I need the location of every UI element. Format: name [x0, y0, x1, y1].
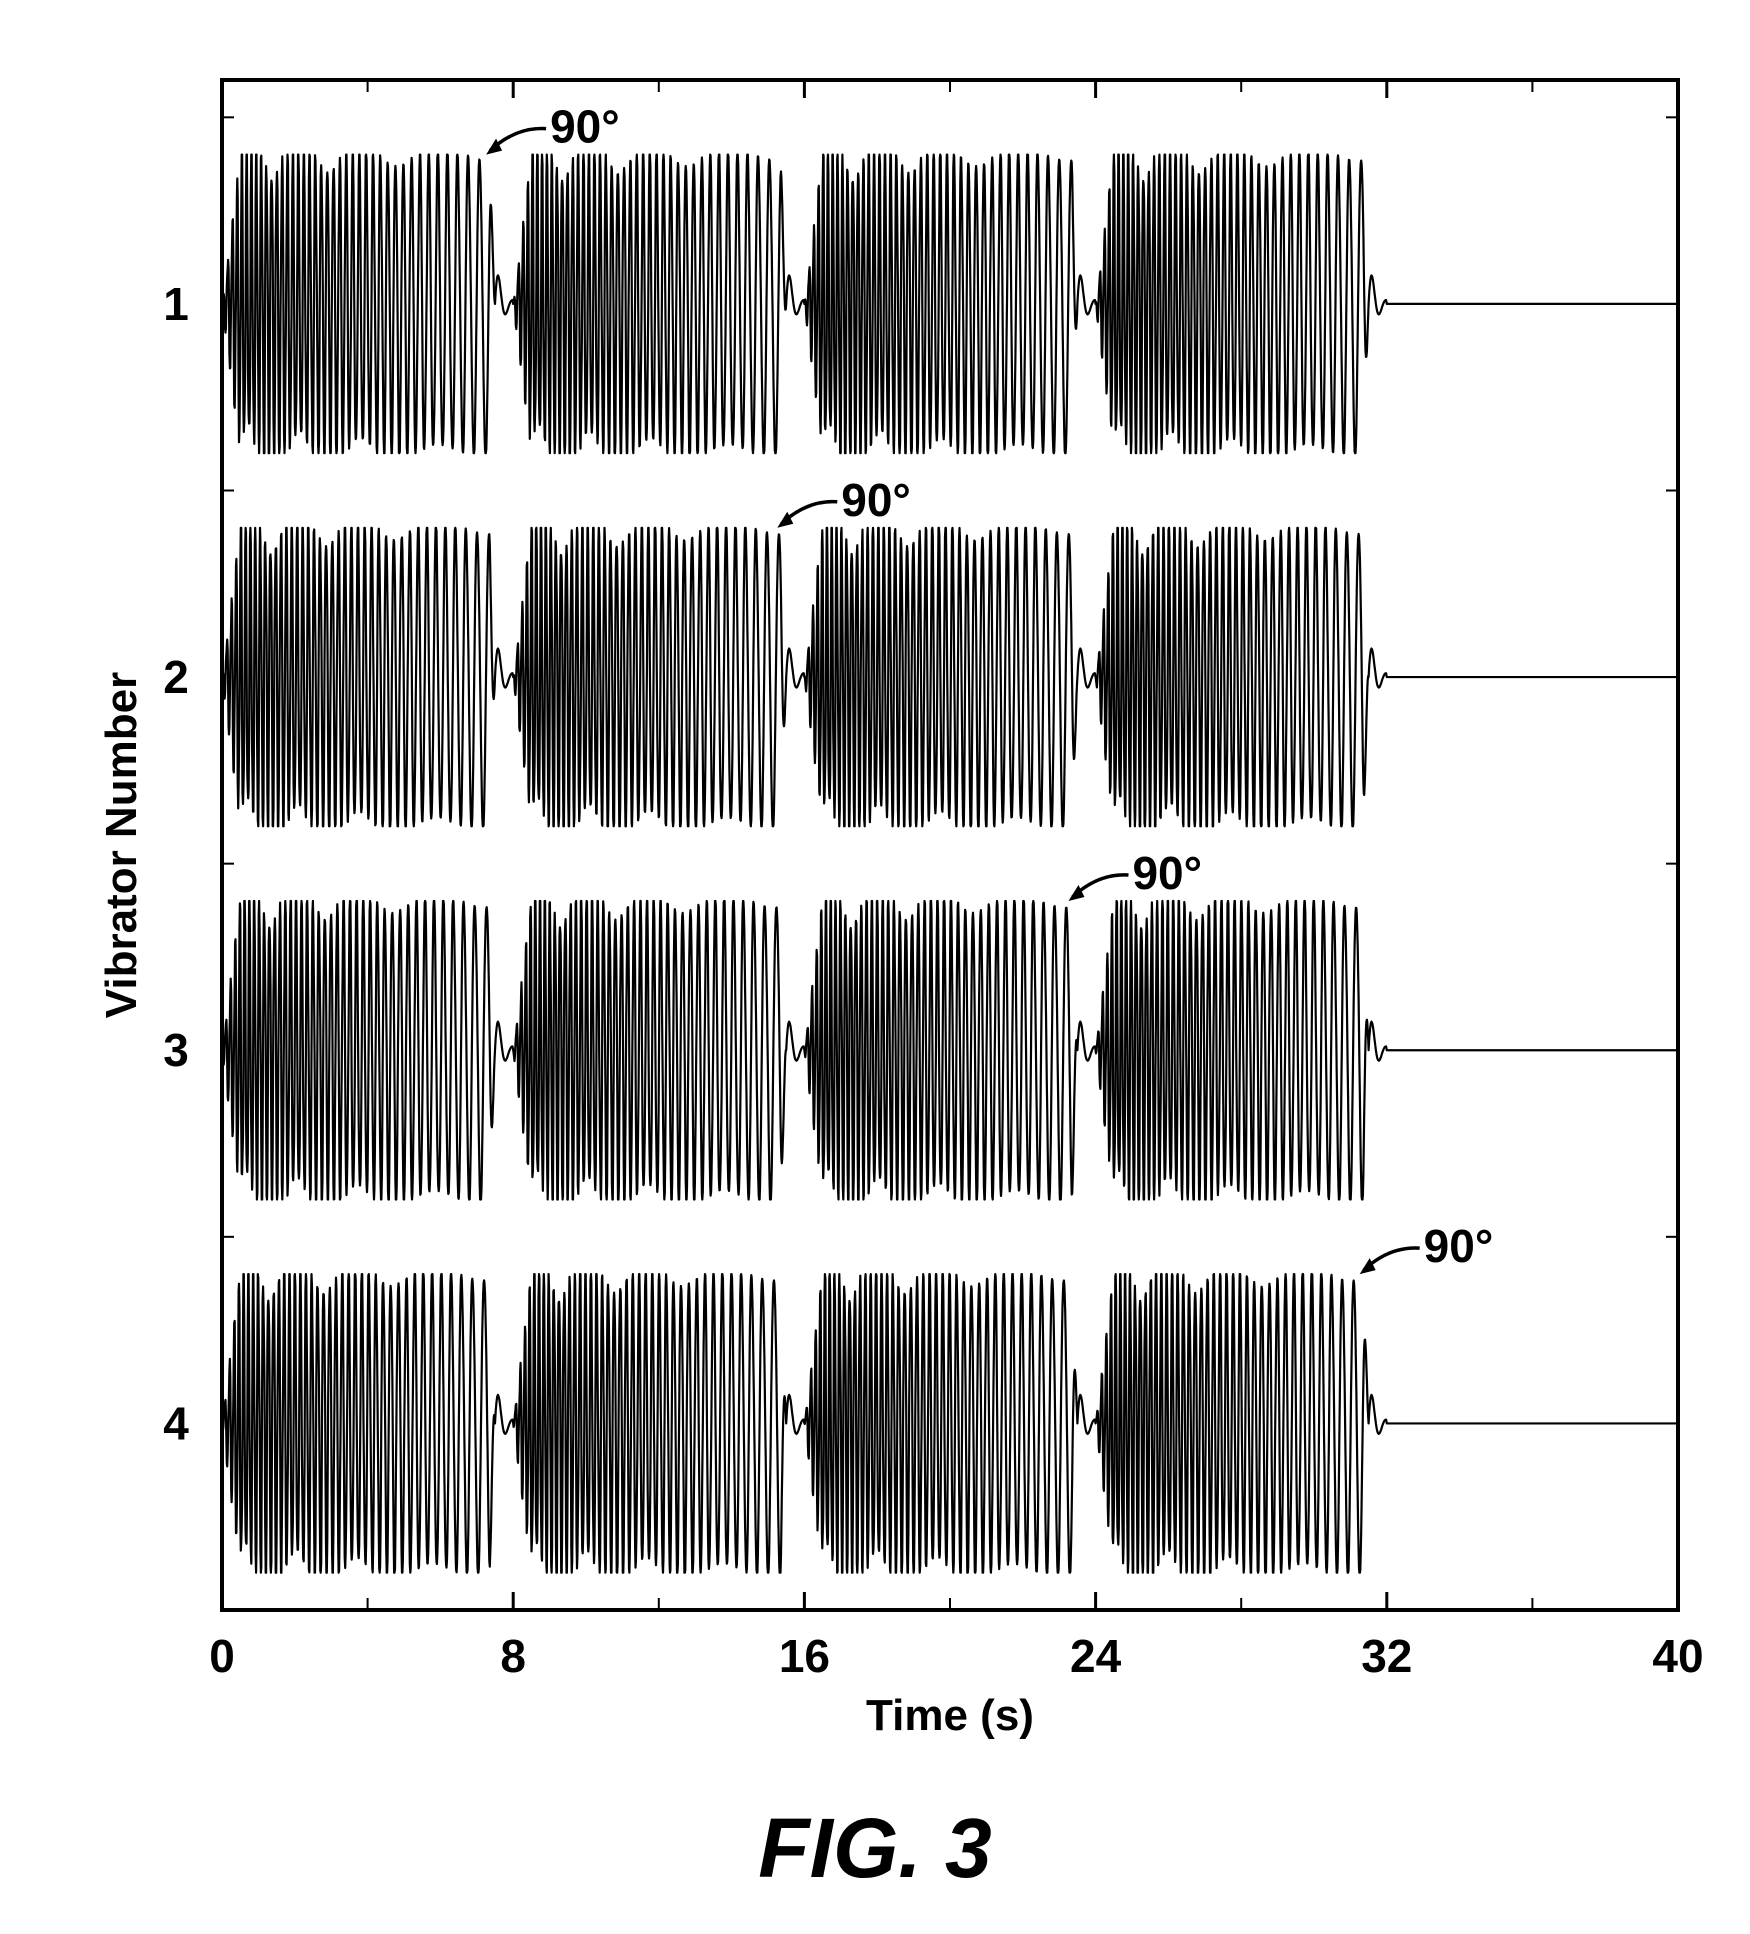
- y-category-label: 3: [163, 1024, 189, 1076]
- series-line: [220, 899, 1678, 1201]
- annotation-arrowhead: [486, 138, 503, 155]
- phase-annotation: 90°: [777, 474, 911, 528]
- x-tick-label: 32: [1361, 1630, 1412, 1682]
- x-axis-title: Time (s): [866, 1691, 1034, 1740]
- series-trace-3: [220, 899, 1678, 1201]
- x-tick-label: 0: [209, 1630, 235, 1682]
- annotation-arrowhead: [1359, 1258, 1376, 1275]
- series-line: [220, 153, 1678, 455]
- y-category-label: 4: [163, 1397, 189, 1449]
- x-tick-label: 16: [779, 1630, 830, 1682]
- axis-layer: 0 8 16 24 32 40 1 2 3 4: [163, 80, 1704, 1682]
- y-category-label: 2: [163, 651, 189, 703]
- series-trace-1: [220, 153, 1678, 455]
- series-trace-4: [220, 1273, 1678, 1574]
- y-category-label: 1: [163, 278, 189, 330]
- annotation-label: 90°: [1424, 1220, 1494, 1272]
- annotation-arrowhead: [1068, 884, 1085, 901]
- trace-layer: [220, 153, 1678, 1574]
- series-line: [220, 1273, 1678, 1574]
- series-trace-2: [220, 526, 1678, 828]
- annotation-label: 90°: [1132, 847, 1202, 899]
- annotation-label: 90°: [841, 474, 911, 526]
- series-line: [220, 526, 1678, 828]
- x-tick-label: 40: [1652, 1630, 1703, 1682]
- annotation-layer: 90° 90° 90° 90°: [486, 101, 1493, 1275]
- x-tick-label: 24: [1070, 1630, 1122, 1682]
- phase-annotation: 90°: [1068, 847, 1202, 901]
- x-tick-label: 8: [500, 1630, 526, 1682]
- phase-annotation: 90°: [486, 101, 620, 155]
- annotation-label: 90°: [550, 101, 620, 153]
- y-axis-title: Vibrator Number: [97, 672, 146, 1018]
- phase-annotation: 90°: [1359, 1220, 1494, 1275]
- annotation-arrowhead: [777, 511, 794, 528]
- figure-caption: FIG. 3: [758, 1801, 992, 1895]
